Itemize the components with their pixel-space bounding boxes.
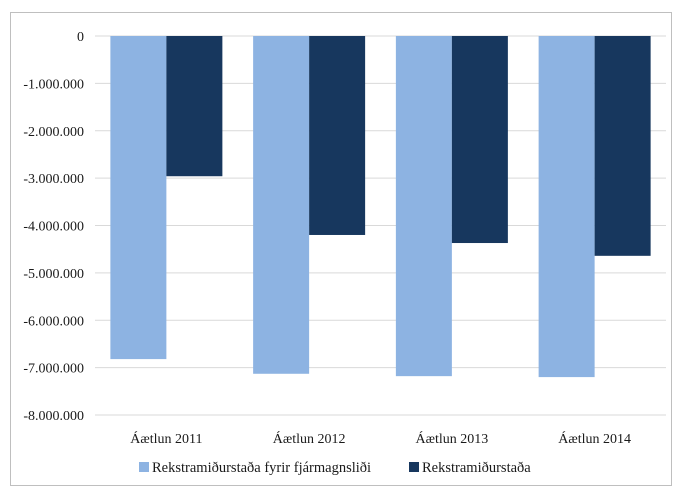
y-tick-label: -7.000.000 <box>23 362 84 377</box>
bar-series-1 <box>395 36 452 377</box>
y-tick-label: 0 <box>77 30 84 45</box>
bar-series-2 <box>166 36 223 177</box>
bar-series-2 <box>451 36 508 244</box>
bar-series-1 <box>110 36 167 360</box>
bar-series-2 <box>309 36 366 235</box>
bar-series-2 <box>594 36 651 256</box>
y-tick-label: -4.000.000 <box>23 220 84 235</box>
legend-swatch <box>409 462 419 472</box>
y-tick-label: -2.000.000 <box>23 125 84 140</box>
x-tick-label: Áætlun 2012 <box>273 430 346 447</box>
y-tick-label: -8.000.000 <box>23 409 84 424</box>
y-tick-label: -3.000.000 <box>23 172 84 187</box>
y-tick-label: -1.000.000 <box>23 77 84 92</box>
y-tick-label: -6.000.000 <box>23 314 84 329</box>
legend-swatch <box>139 462 149 472</box>
legend-label: Rekstramiðurstaða <box>422 460 531 476</box>
y-tick-label: -5.000.000 <box>23 267 84 282</box>
legend: Rekstramiðurstaða fyrir fjármagnsliði Rek… <box>139 460 531 476</box>
legend-label: Rekstramiðurstaða fyrir fjármagnsliði <box>152 460 371 476</box>
y-axis-ticks: 0 -1.000.000 -2.000.000 -3.000.000 -4.000.00… <box>23 30 84 424</box>
x-tick-label: Áætlun 2014 <box>558 430 631 447</box>
x-axis-ticks: Áætlun 2011 Áætlun 2012 Áætlun 2013 Áætlun … <box>130 430 631 447</box>
x-tick-label: Áætlun 2011 <box>130 430 202 447</box>
bar-series-1 <box>538 36 595 378</box>
bar-series-1 <box>253 36 310 374</box>
bars <box>110 36 651 378</box>
x-tick-label: Áætlun 2013 <box>416 430 489 447</box>
